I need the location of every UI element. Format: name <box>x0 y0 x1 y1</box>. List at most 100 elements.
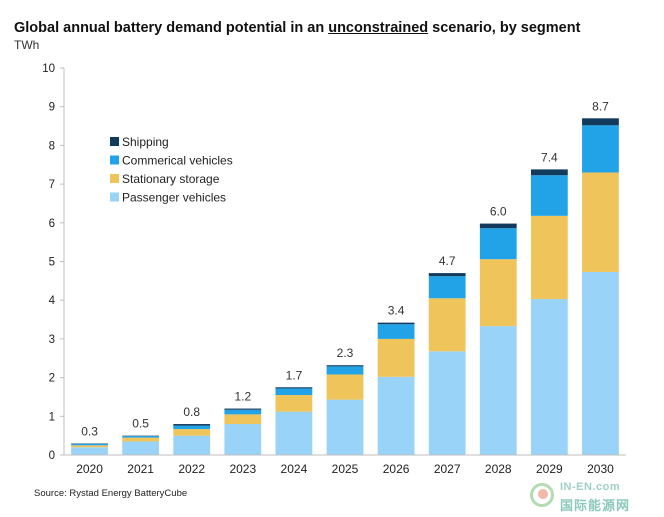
bar-segment <box>479 326 517 455</box>
bar-total-label: 4.7 <box>439 254 456 268</box>
bar-segment <box>71 443 108 446</box>
bar-segment <box>479 259 517 327</box>
chart-title-underlined: unconstrained <box>328 20 429 36</box>
bar-total-label: 7.4 <box>541 150 558 164</box>
bar-segment <box>377 338 415 377</box>
bar-total-label: 0.5 <box>132 417 149 431</box>
y-tick-label: 8 <box>49 140 55 152</box>
bar-segment <box>224 409 262 415</box>
bar-segment <box>275 388 313 396</box>
bar-segment <box>275 387 313 389</box>
source-note: Source: Rystad Energy BatteryCube <box>34 488 188 499</box>
bar-segment <box>530 215 568 300</box>
y-axis: 0 1 2 3 4 5 6 7 8 9 10 <box>42 63 65 462</box>
x-tick-label: 2025 <box>332 462 359 476</box>
bar-segment <box>428 276 466 299</box>
y-tick-label: 9 <box>49 102 55 114</box>
y-tick-label: 6 <box>49 218 55 230</box>
bar-total-label: 0.3 <box>81 424 98 438</box>
legend-label: Passenger vehicles <box>122 191 226 205</box>
y-tick-label: 0 <box>49 450 55 462</box>
bar-segment <box>479 223 517 229</box>
bar-segment <box>326 366 364 375</box>
leaf-logo-icon <box>530 483 554 507</box>
bar-segment <box>582 118 619 126</box>
bar-segment <box>173 429 211 436</box>
bar-segment <box>122 436 160 438</box>
chart-title-before: Global annual battery demand potential i… <box>14 20 329 36</box>
bar-segment <box>377 322 415 325</box>
y-tick-label: 7 <box>49 179 55 191</box>
legend-label: Shipping <box>122 135 169 149</box>
x-tick-label: 2021 <box>127 462 154 476</box>
bar-segment <box>582 172 619 272</box>
bar-segment <box>173 424 211 426</box>
x-tick-label: 2024 <box>281 462 308 476</box>
bar-segment <box>122 441 160 455</box>
x-tick-label: 2028 <box>485 462 512 476</box>
bars-group <box>71 118 619 455</box>
y-tick-label: 2 <box>49 373 55 385</box>
y-tick-label: 3 <box>49 334 55 346</box>
x-tick-label: 2026 <box>383 462 410 476</box>
bar-segment <box>275 395 313 412</box>
bar-segment <box>71 445 108 448</box>
bar-total-label: 6.0 <box>490 205 507 219</box>
chart-title-after: scenario, by segment <box>428 20 581 36</box>
bar-segment <box>582 271 619 455</box>
bar-segment <box>224 414 262 425</box>
bar-segment <box>530 169 568 176</box>
legend-label: Commerical vehicles <box>122 154 233 168</box>
bar-segment <box>377 324 415 339</box>
bar-segment <box>479 228 517 260</box>
bar-segment <box>71 447 108 455</box>
x-tick-label: 2020 <box>76 462 103 476</box>
x-tick-label: 2030 <box>587 462 614 476</box>
bar-segment <box>326 374 364 400</box>
watermark-site: IN-EN.com <box>560 481 621 493</box>
y-tick-label: 4 <box>49 295 56 307</box>
bar-total-label: 3.4 <box>388 304 405 318</box>
legend: Shipping Commerical vehicles Stationary st… <box>110 135 233 205</box>
bar-segment <box>582 125 619 173</box>
x-axis: 2020 2021 2022 2023 2024 2025 2026 2027 2028 2029… <box>64 454 626 476</box>
bar-total-label: 1.7 <box>286 368 303 382</box>
bar-segment <box>326 399 364 455</box>
bar-segment <box>224 408 262 410</box>
bar-segment <box>275 411 313 455</box>
bar-segment <box>428 298 466 352</box>
chart-title: Global annual battery demand potential i… <box>14 20 580 36</box>
y-axis-unit-label: TWh <box>14 38 40 52</box>
y-tick-label: 10 <box>42 63 55 75</box>
sun-dot-icon <box>538 489 548 499</box>
legend-swatch <box>110 155 119 165</box>
bar-segment <box>326 365 364 367</box>
bar-segment <box>173 435 211 455</box>
legend-swatch <box>110 192 119 202</box>
total-labels-group: 0.3 0.5 0.8 1.2 1.7 2.3 3.4 4.7 6.0 7.4 8.7 <box>81 99 609 438</box>
y-tick-label: 1 <box>49 411 55 423</box>
watermark-logo: IN-EN.com 国际能源网 <box>522 481 652 513</box>
watermark-name: 国际能源网 <box>560 498 631 513</box>
bar-segment <box>173 425 211 430</box>
bar-segment <box>224 424 262 455</box>
bar-total-label: 2.3 <box>337 346 354 360</box>
bar-segment <box>428 273 466 277</box>
bar-total-label: 0.8 <box>183 405 200 419</box>
bar-segment <box>530 299 568 455</box>
legend-swatch <box>110 137 119 146</box>
x-tick-label: 2027 <box>434 462 461 476</box>
bar-segment <box>377 376 415 455</box>
legend-swatch <box>110 174 119 183</box>
y-tick-label: 5 <box>49 257 55 269</box>
bar-total-label: 1.2 <box>234 390 251 404</box>
x-tick-label: 2029 <box>536 462 563 476</box>
x-tick-label: 2023 <box>229 462 256 476</box>
legend-label: Stationary storage <box>122 172 220 186</box>
bar-segment <box>428 351 466 455</box>
bar-segment <box>122 437 160 442</box>
bar-segment <box>530 175 568 216</box>
x-tick-label: 2022 <box>178 462 205 476</box>
bar-total-label: 8.7 <box>592 99 609 113</box>
